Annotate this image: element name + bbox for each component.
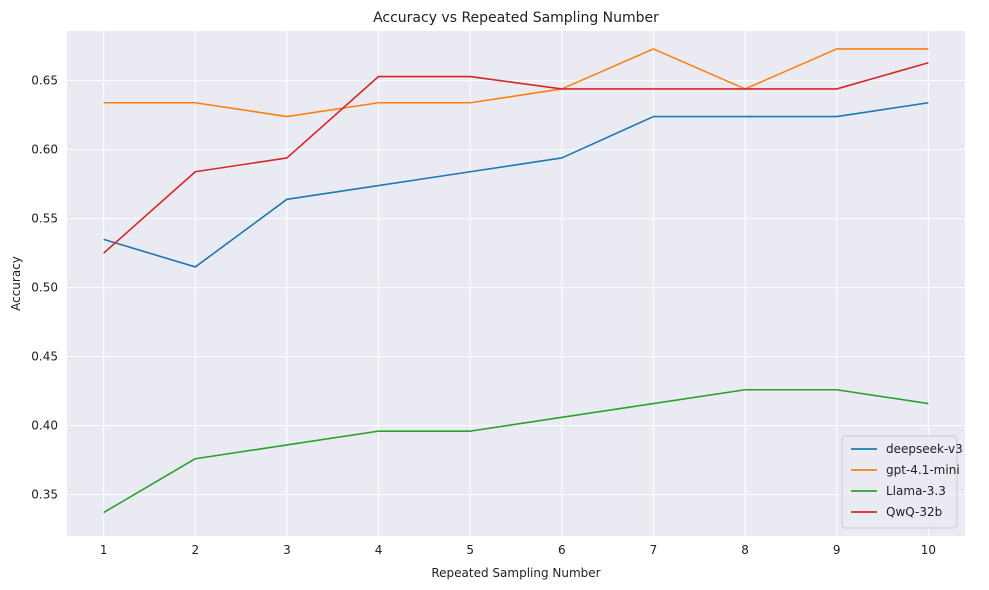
tick-labels: 1 2 3 4 5 6 7 8 9 10 0.35 0.40 0.45 0.50 0.55 0.60 0.65 <box>31 74 936 557</box>
y-tick-label: 0.40 <box>31 419 58 433</box>
plot-background <box>67 31 965 536</box>
chart-title: Accuracy vs Repeated Sampling Number <box>373 10 659 26</box>
y-axis-title: Accuracy <box>9 256 23 311</box>
y-tick-label: 0.35 <box>31 488 58 502</box>
y-tick-label: 0.65 <box>31 74 58 88</box>
legend-entry-gpt-4-1-mini: gpt-4.1-mini <box>886 463 960 477</box>
series-lines <box>103 48 929 514</box>
x-tick-label: 9 <box>833 543 841 557</box>
x-tick-label: 7 <box>650 543 658 557</box>
x-tick-label: 2 <box>191 543 199 557</box>
legend-entry-qwq-32b: QwQ-32b <box>886 505 942 519</box>
y-tick-label: 0.55 <box>31 212 58 226</box>
x-tick-label: 1 <box>100 543 108 557</box>
x-tick-label: 4 <box>375 543 383 557</box>
y-tick-label: 0.45 <box>31 350 58 364</box>
series-line-gpt-4-1-mini <box>103 48 929 118</box>
legend: deepseek-v3 gpt-4.1-mini Llama-3.3 QwQ-32b <box>841 435 963 529</box>
series-line-qwq-32b <box>103 61 929 254</box>
legend-box <box>841 435 958 529</box>
x-tick-label: 5 <box>466 543 474 557</box>
series-line-llama-3-3 <box>103 388 929 514</box>
grid-lines <box>67 31 965 536</box>
x-tick-label: 8 <box>741 543 749 557</box>
x-tick-label: 3 <box>283 543 291 557</box>
legend-entry-deepseek-v3: deepseek-v3 <box>886 442 963 456</box>
x-tick-label: 6 <box>558 543 566 557</box>
y-tick-label: 0.50 <box>31 281 58 295</box>
series-line-deepseek-v3 <box>103 101 929 268</box>
x-axis-title: Repeated Sampling Number <box>431 566 600 580</box>
legend-entry-llama-3-3: Llama-3.3 <box>886 484 946 498</box>
x-tick-label: 10 <box>921 543 936 557</box>
y-tick-label: 0.60 <box>31 143 58 157</box>
